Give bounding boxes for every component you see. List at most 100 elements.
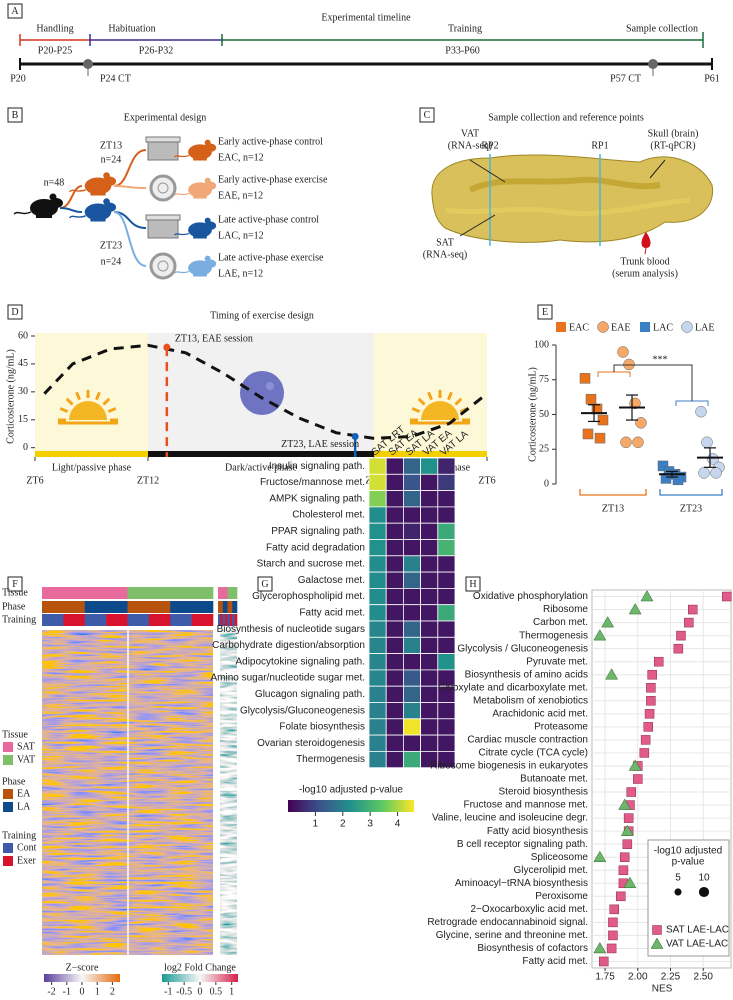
session-label: ZT23, LAE session	[281, 439, 359, 450]
x-tick-label: ZT6	[478, 475, 495, 486]
row-label: Amino sugar/nucleotide sugar met.	[210, 673, 365, 684]
sample-title: Sample collection and reference points	[488, 112, 644, 123]
mouse-icon	[68, 198, 117, 222]
track-cell	[106, 614, 128, 626]
panel-label: B	[12, 110, 19, 121]
heat-cell	[385, 506, 404, 524]
row-label: Fatty acid degradation	[266, 542, 365, 553]
sample-collection: Sample collection	[626, 23, 698, 34]
group-name: Late active-phase exercise	[218, 252, 324, 263]
sun-ray	[447, 391, 453, 401]
row-label: Thermogenesis	[519, 630, 588, 641]
row-label: Cardiac muscle contraction	[467, 735, 588, 746]
group-label: EAE, n=12	[218, 190, 263, 201]
track-cell	[225, 614, 228, 626]
data-point	[722, 591, 732, 602]
heat-cell	[420, 522, 439, 540]
heat-cell	[368, 457, 387, 475]
size-legend-title: -log10 adjusted	[654, 846, 722, 857]
heat-cell	[368, 734, 387, 752]
track-cell	[218, 614, 221, 626]
heat-cell	[402, 539, 421, 557]
row-label: Citrate cycle (TCA cycle)	[479, 748, 588, 759]
track-cell	[234, 614, 238, 626]
heat-cell	[385, 702, 404, 720]
y-tick-label: 50	[539, 409, 549, 420]
x-tick-label: 2.00	[628, 972, 648, 983]
track-cell	[227, 587, 238, 599]
mouse-head	[204, 143, 217, 152]
mouse-feet	[90, 218, 106, 222]
mouse-head	[204, 259, 217, 268]
heat-cell	[368, 555, 387, 573]
legend-marker	[650, 937, 664, 949]
panel-label-box	[7, 107, 23, 123]
heat-cell	[385, 571, 404, 589]
pointer	[644, 247, 647, 255]
phase-range: P33-P60	[445, 45, 479, 56]
heat-cell	[437, 653, 456, 671]
y-tick-label: 15	[18, 414, 28, 425]
phase-label: Light/passive phase	[52, 462, 132, 473]
moon-icon	[240, 371, 284, 415]
design-title: Experimental design	[124, 112, 206, 123]
heat-cell	[420, 636, 439, 654]
row-label: Glycerophospholipid met.	[252, 591, 365, 602]
sample-label: (RNA-seq)	[448, 140, 492, 151]
legend-marker	[640, 322, 650, 332]
heat-cell	[420, 490, 439, 508]
row-label: Biosynthesis of cofactors	[477, 943, 588, 954]
mouse-icon	[174, 139, 217, 161]
data-point	[672, 474, 684, 486]
branch	[113, 185, 147, 189]
heat-cell	[385, 734, 404, 752]
design-total: n=48	[44, 177, 65, 188]
row-label: Oxidative phosphorylation	[473, 591, 588, 602]
data-point	[601, 616, 615, 628]
colorbar-title: -log10 adjusted p-value	[299, 785, 403, 796]
data-point	[616, 891, 626, 902]
checkpoint	[648, 59, 658, 69]
wheel-hub	[157, 182, 169, 194]
row-label: Proteasome	[534, 722, 588, 733]
row-label: Valine, leucine and isoleucine degr.	[432, 813, 588, 824]
legend-marker	[597, 321, 609, 333]
heat-cell	[402, 571, 421, 589]
cage-lid	[145, 136, 181, 143]
data-point	[646, 683, 656, 693]
track-cell	[127, 587, 214, 599]
mouse-tail	[174, 232, 190, 236]
heat-cell	[368, 490, 387, 508]
heat-cell	[437, 751, 456, 769]
data-point	[617, 346, 629, 358]
mouse-tail	[13, 211, 32, 215]
sun-ray	[59, 407, 69, 413]
legend-title: Training	[2, 830, 36, 841]
data-point	[676, 630, 686, 641]
wheel-icon	[149, 252, 177, 280]
panel-label-box	[7, 3, 23, 19]
panel-label-box	[257, 576, 273, 592]
x-tick-label: 2.25	[661, 972, 681, 983]
session-point	[163, 343, 171, 351]
heat-cell	[437, 604, 456, 622]
mouse-tail	[174, 154, 190, 158]
heat-cell	[385, 653, 404, 671]
row-label: Insulin signaling path.	[269, 461, 365, 472]
row-label: Fatty acid met.	[522, 956, 588, 967]
y-axis-label: Corticosterone (ng/mL)	[527, 367, 538, 462]
sun-ray	[107, 407, 117, 413]
heat-cell	[368, 473, 387, 491]
mouse-tail	[174, 192, 190, 196]
panel-label: H	[469, 579, 476, 590]
data-point	[620, 436, 632, 449]
legend-label: LAC	[653, 322, 673, 333]
arm-n: n=24	[101, 154, 122, 165]
reference-label: RP1	[591, 140, 608, 151]
y-tick-label: 100	[534, 339, 549, 350]
row-label: Arachidonic acid met.	[492, 708, 588, 719]
y-tick-label: 45	[18, 358, 28, 369]
y-tick-label: 60	[18, 330, 28, 341]
group-label: ZT13	[602, 503, 624, 514]
cage-icon	[147, 217, 179, 239]
